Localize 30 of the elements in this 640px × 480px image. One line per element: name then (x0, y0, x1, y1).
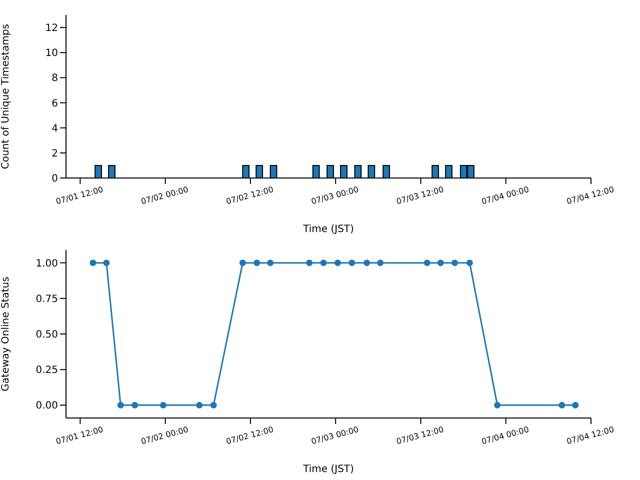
x-tick-label: 07/04 12:00 (566, 184, 616, 206)
x-tick-label: 07/04 12:00 (566, 424, 616, 446)
y-tick-label: 2 (52, 148, 58, 160)
y-tick-label: 0.00 (36, 400, 58, 412)
x-tick-label: 07/01 12:00 (54, 424, 104, 446)
y-tick-label: 0 (52, 174, 58, 185)
x-tick-label: 07/03 00:00 (310, 184, 360, 206)
x-tick-label: 07/03 00:00 (310, 424, 360, 446)
x-axis-title: Time (JST) (302, 464, 354, 475)
x-tick-label: 07/02 00:00 (140, 424, 190, 446)
y-axis-title: Gateway Online Status (0, 276, 12, 392)
y-tick-label: 10 (45, 48, 58, 60)
x-tick-label: 07/03 12:00 (395, 184, 445, 206)
y-tick-label: 4 (52, 123, 58, 134)
x-tick-label: 07/03 12:00 (395, 424, 445, 446)
y-tick-label: 0.50 (36, 330, 58, 341)
y-tick-label: 0.75 (36, 294, 58, 305)
y-tick-label: 1.00 (36, 258, 58, 270)
x-tick-label: 07/04 00:00 (480, 424, 530, 446)
x-tick-label: 07/02 00:00 (140, 184, 190, 206)
x-tick-label: 07/02 12:00 (225, 424, 274, 446)
y-axis-title: Count of Unique Timestamps (0, 24, 12, 170)
y-tick-label: 6 (52, 98, 58, 110)
x-tick-label: 07/01 12:00 (54, 184, 104, 206)
x-tick-label: 07/02 12:00 (225, 184, 274, 206)
y-tick-label: 12 (45, 23, 58, 34)
y-tick-label: 0.25 (36, 365, 58, 376)
x-axis-title: Time (JST) (302, 224, 354, 235)
y-tick-label: 8 (52, 73, 58, 84)
x-tick-label: 07/04 00:00 (480, 184, 530, 206)
